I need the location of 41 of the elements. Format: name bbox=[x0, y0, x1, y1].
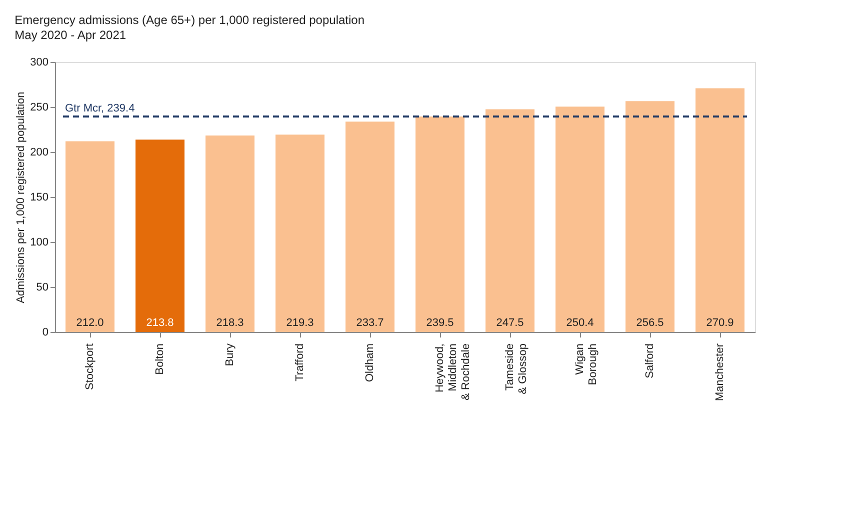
x-tick-label: Salford bbox=[644, 344, 656, 378]
chart-title: Emergency admissions (Age 65+) per 1,000 registered population bbox=[14, 13, 365, 27]
data-label: 239.5 bbox=[426, 317, 454, 329]
ref-line-label: Gtr Mcr, 239.4 bbox=[65, 102, 135, 115]
y-tick-label: 100 bbox=[30, 236, 48, 248]
x-tick-label: Stockport bbox=[84, 344, 96, 390]
y-tick-label: 250 bbox=[30, 102, 48, 114]
chart-subtitle: May 2020 - Apr 2021 bbox=[14, 28, 126, 42]
x-tick-label: Trafford bbox=[294, 344, 306, 382]
data-label: 212.0 bbox=[76, 317, 104, 329]
bar bbox=[136, 140, 184, 332]
data-label: 213.8 bbox=[146, 317, 174, 329]
bar bbox=[416, 116, 464, 332]
data-label: 218.3 bbox=[216, 317, 244, 329]
bar bbox=[66, 141, 114, 332]
y-tick-label: 300 bbox=[30, 56, 48, 68]
bar bbox=[346, 122, 394, 332]
bar bbox=[206, 136, 254, 332]
x-tick-label: Heywood, Middleton & Rochdale bbox=[434, 344, 472, 400]
x-tick-label: Wigan Borough bbox=[574, 344, 599, 386]
data-label: 233.7 bbox=[356, 317, 384, 329]
data-label: 256.5 bbox=[636, 317, 664, 329]
data-label: 247.5 bbox=[496, 317, 524, 329]
x-tick-label: Bolton bbox=[154, 344, 166, 375]
bar bbox=[696, 88, 744, 332]
x-tick-label: Tameside & Glossop bbox=[504, 344, 529, 394]
y-tick-label: 0 bbox=[42, 326, 48, 338]
y-tick-label: 200 bbox=[30, 146, 48, 158]
bar bbox=[486, 109, 534, 332]
x-tick-label: Bury bbox=[224, 343, 236, 366]
bar bbox=[556, 106, 604, 332]
bar bbox=[626, 101, 674, 332]
data-label: 250.4 bbox=[566, 317, 594, 329]
data-label: 219.3 bbox=[286, 317, 314, 329]
x-tick-label: Manchester bbox=[714, 343, 726, 401]
data-label: 270.9 bbox=[706, 317, 734, 329]
y-tick-label: 150 bbox=[30, 192, 48, 204]
bar bbox=[276, 134, 324, 332]
x-tick-label: Oldham bbox=[364, 344, 376, 382]
y-axis-title: Admissions per 1,000 registered population bbox=[15, 92, 28, 304]
y-tick-label: 50 bbox=[36, 282, 48, 294]
